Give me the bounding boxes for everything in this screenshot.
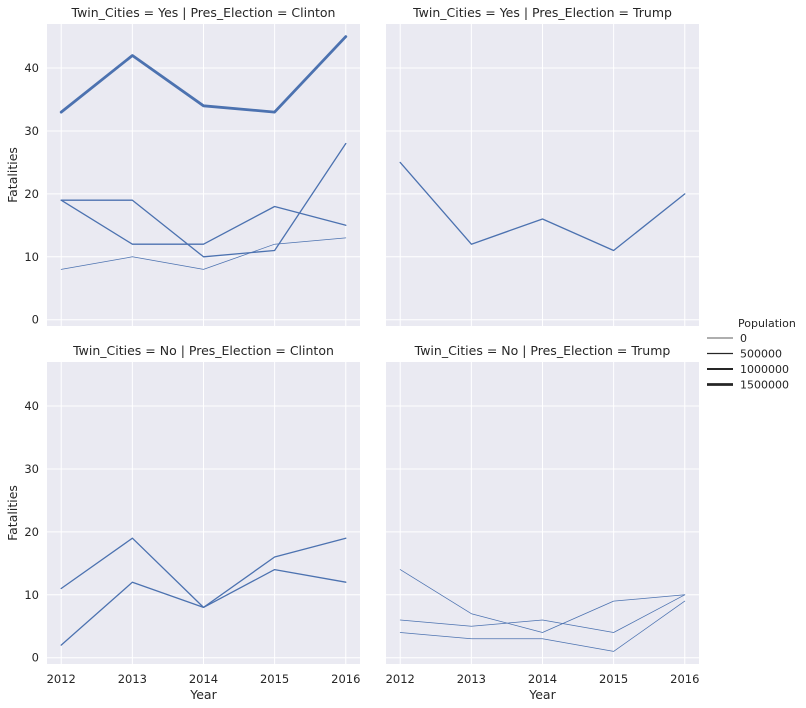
y-tick-label: 0 [32,651,39,665]
y-axis-label: Fatalities [5,147,20,203]
legend-label: 500000 [740,348,782,361]
x-tick-label: 2016 [331,672,360,686]
x-axis-label: Year [528,687,556,702]
series-line-city-a [60,237,347,270]
legend-title: Population [738,317,796,330]
y-axis-label: Fatalities [5,485,20,541]
x-tick-label: 2013 [118,672,147,686]
x-tick-label: 2015 [599,672,628,686]
x-tick-label: 2015 [260,672,289,686]
series-line-city-h [399,569,686,633]
x-tick-label: 2016 [670,672,699,686]
x-tick-label: 2014 [189,672,218,686]
panel-title: Twin_Cities = No | Pres_Election = Clint… [72,343,334,358]
series-line-city-i [399,594,686,633]
y-tick-label: 0 [32,313,39,327]
y-tick-label: 30 [24,462,39,476]
y-tick-label: 10 [24,588,39,602]
panel-title: Twin_Cities = Yes | Pres_Election = Trum… [412,5,672,20]
series-line-city-g [60,568,347,646]
y-tick-label: 40 [24,61,39,75]
x-tick-label: 2013 [457,672,486,686]
x-tick-label: 2014 [528,672,557,686]
legend-label: 1000000 [740,363,789,376]
y-tick-label: 30 [24,124,39,138]
y-tick-label: 20 [24,525,39,539]
y-tick-label: 10 [24,250,39,264]
series-line-city-j [399,600,686,652]
panel-title: Twin_Cities = Yes | Pres_Election = Clin… [71,5,336,20]
series-line-city-e [399,161,686,252]
x-tick-label: 2012 [47,672,76,686]
legend-label: 0 [740,332,747,345]
x-tick-label: 2012 [386,672,415,686]
legend-label: 1500000 [740,379,789,392]
series-line-city-b [60,142,347,258]
series-line-city-c [60,199,347,245]
y-tick-label: 40 [24,399,39,413]
x-axis-label: Year [189,687,217,702]
panel-title: Twin_Cities = No | Pres_Election = Trump [414,343,671,358]
y-tick-label: 20 [24,187,39,201]
series-line-city-d [59,35,348,114]
